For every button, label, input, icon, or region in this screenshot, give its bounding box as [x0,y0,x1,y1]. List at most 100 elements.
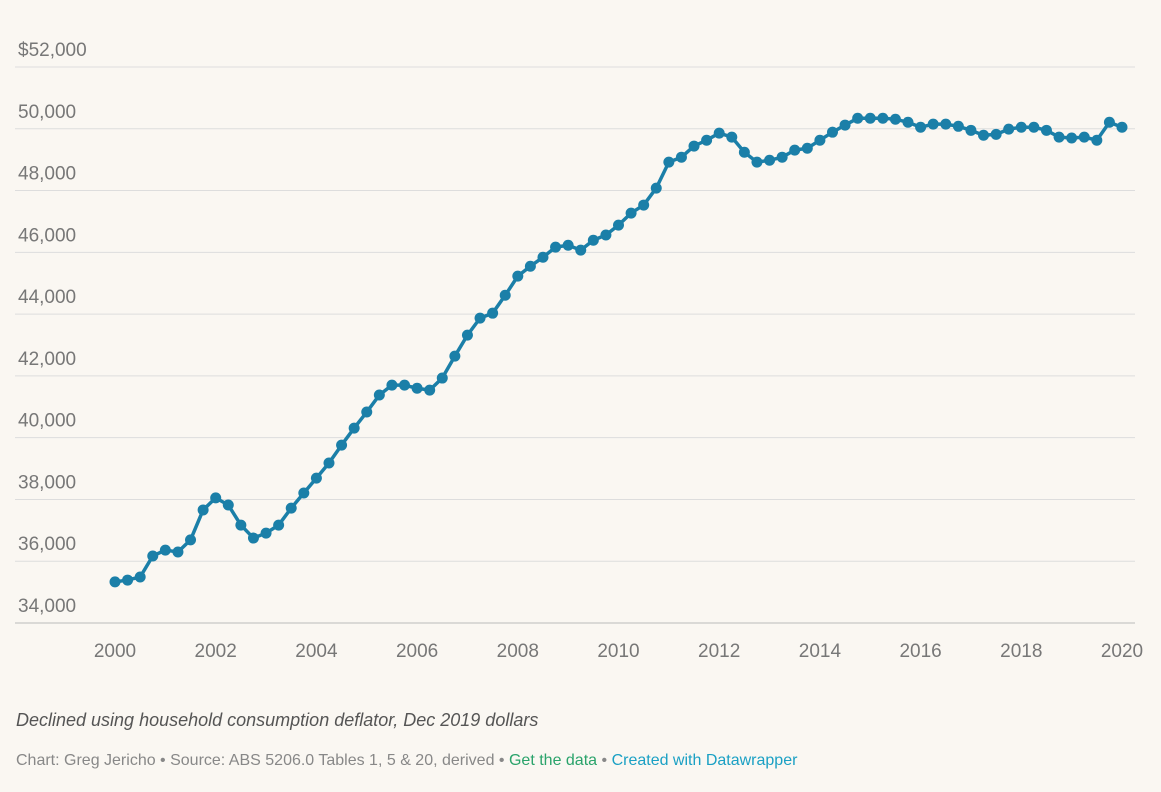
point [1053,131,1065,143]
x-tick-label: 2016 [899,641,941,662]
point [575,244,587,256]
point [1066,132,1078,144]
point [751,156,763,168]
point [1103,116,1115,128]
point [877,112,889,124]
chart: 34,000 36,000 38,000 40,000 42,000 44,000 46,0… [15,40,1143,662]
point [675,151,687,163]
point [424,384,436,396]
line [114,116,1123,584]
point [650,182,662,194]
credit: Chart: Greg Jericho • Source: ABS 5206.0… [16,752,495,769]
x-tick-label: 2014 [799,641,842,662]
point [713,127,725,139]
point [990,128,1002,140]
point [738,146,750,158]
point [550,241,562,253]
point [273,519,285,531]
point [663,156,675,168]
footer: Chart: Greg Jericho • Source: ABS 5206.0… [16,752,797,770]
point [159,544,171,556]
x-tick-label: 2010 [597,641,639,662]
point [222,499,234,511]
separator: • [498,752,505,769]
y-tick-label: 48,000 [18,164,76,185]
point [134,571,146,583]
point [638,199,650,211]
point [801,142,813,154]
point [1003,123,1015,135]
point [864,112,876,124]
point [285,502,297,514]
point [600,229,612,241]
notes: Declined using household consumption def… [16,710,539,730]
point [524,260,536,272]
point [839,119,851,131]
point [386,379,398,391]
x-tick-label: 2008 [497,641,539,662]
y-tick-label: 36,000 [18,534,76,555]
point [235,519,247,531]
point [927,118,939,130]
separator: • [601,752,608,769]
point [701,134,713,146]
get-data-link[interactable]: Get the data [508,752,598,769]
point [826,126,838,138]
point [776,151,788,163]
point [436,372,448,384]
point [298,487,310,499]
point [613,219,624,231]
point [1116,121,1128,133]
y-tick-label: 50,000 [18,102,76,123]
point [147,550,159,562]
point [210,492,222,504]
point [122,574,134,586]
point [411,382,423,394]
point [814,134,826,146]
point [109,576,121,588]
point [449,350,461,362]
datawrapper-link[interactable]: Created with Datawrapper [611,752,798,769]
x-tick-label: 2006 [396,641,438,662]
y-tick-label: $52,000 [18,40,87,61]
point [764,154,776,166]
point [185,534,197,546]
point [1040,124,1052,136]
point [512,270,524,282]
point [889,113,901,125]
point [172,546,184,558]
point [348,422,360,434]
point [915,121,927,133]
point [310,472,322,484]
point [461,329,473,341]
point [1091,134,1103,146]
point [474,312,486,324]
point [197,504,209,516]
point [940,118,952,130]
point [499,289,511,301]
y-tick-label: 42,000 [18,349,76,370]
y-tick-label: 46,000 [18,225,76,246]
point [1028,121,1040,133]
point [562,239,574,251]
point [1015,121,1027,133]
point [247,532,259,544]
x-tick-label: 2002 [195,641,237,662]
point [852,112,864,124]
point [726,131,738,143]
point [978,129,990,141]
point [260,527,272,539]
point [336,439,348,451]
point [965,124,977,136]
point [688,140,700,152]
x-tick-label: 2018 [1000,641,1042,662]
x-tick-label: 2000 [94,641,136,662]
point [399,379,411,391]
point [1078,131,1090,143]
point [487,307,499,319]
x-tick-label: 2020 [1101,641,1143,662]
point [902,116,914,128]
point [625,207,637,219]
x-tick-label: 2012 [698,641,740,662]
